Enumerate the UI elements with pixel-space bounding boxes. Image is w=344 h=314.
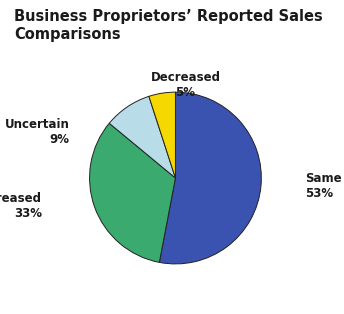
Text: Decreased
5%: Decreased 5% bbox=[151, 71, 221, 99]
Text: Same
53%: Same 53% bbox=[305, 172, 341, 200]
Text: Uncertain
9%: Uncertain 9% bbox=[4, 117, 69, 146]
Wedge shape bbox=[159, 92, 261, 264]
Text: Business Proprietors’ Reported Sales Comparisons: Business Proprietors’ Reported Sales Com… bbox=[14, 9, 323, 42]
Text: Increased
33%: Increased 33% bbox=[0, 192, 42, 220]
Wedge shape bbox=[149, 92, 175, 178]
Wedge shape bbox=[89, 123, 175, 263]
Wedge shape bbox=[109, 96, 175, 178]
